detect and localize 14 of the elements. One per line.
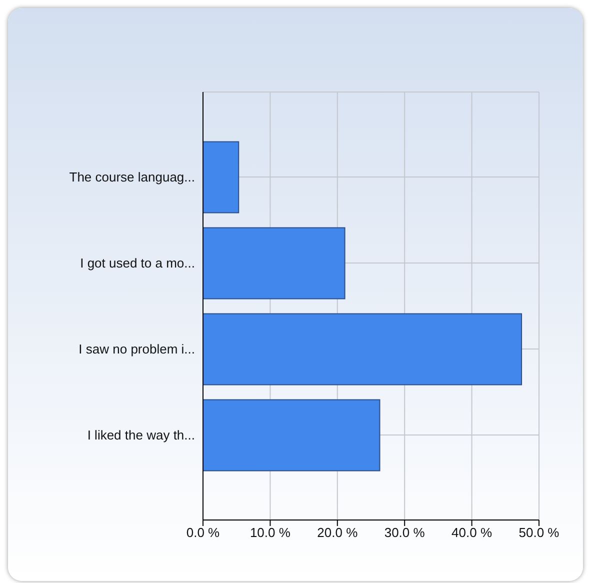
x-tick-label: 50.0 % [518, 525, 560, 540]
y-tick-label: The course languag... [69, 170, 195, 185]
bar [203, 399, 380, 472]
x-tick-label: 40.0 % [452, 525, 492, 540]
x-tick-label: 0.0 % [186, 525, 220, 540]
y-tick-label: I got used to a mo... [80, 256, 195, 271]
x-tick-label: 30.0 % [384, 525, 426, 540]
y-tick-label: I liked the way th... [87, 428, 195, 443]
bar [203, 141, 240, 214]
x-tick-label: 10.0 % [250, 525, 291, 540]
bar [203, 313, 522, 386]
y-tick-label: I saw no problem i... [78, 342, 195, 357]
bar [203, 227, 346, 300]
x-tick-label: 20.0 % [317, 525, 358, 540]
